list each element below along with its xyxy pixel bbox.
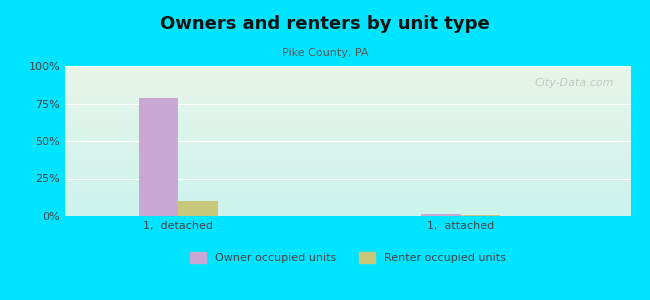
Text: Owners and renters by unit type: Owners and renters by unit type xyxy=(160,15,490,33)
Bar xyxy=(461,214,500,216)
Text: City-Data.com: City-Data.com xyxy=(534,78,614,88)
Text: Pike County, PA: Pike County, PA xyxy=(281,48,369,58)
Legend: Owner occupied units, Renter occupied units: Owner occupied units, Renter occupied un… xyxy=(185,247,510,267)
Bar xyxy=(421,214,461,216)
Bar xyxy=(178,201,218,216)
Bar xyxy=(138,98,178,216)
